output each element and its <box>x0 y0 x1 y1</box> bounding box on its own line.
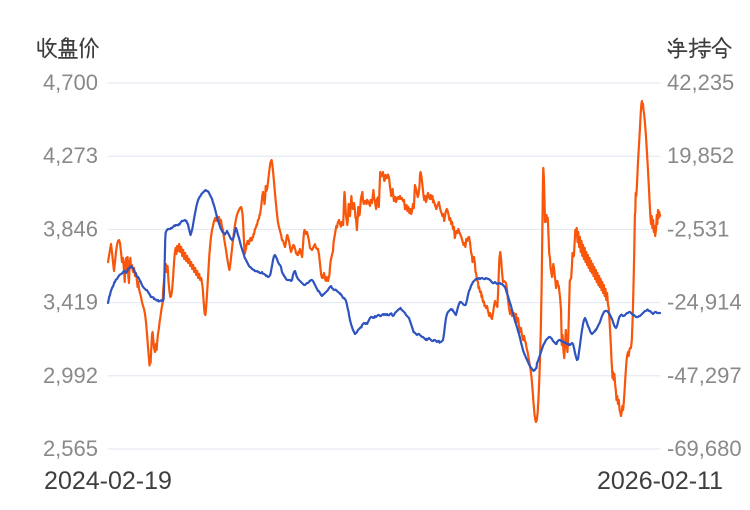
svg-text:-47,297: -47,297 <box>667 363 742 388</box>
svg-text:2,992: 2,992 <box>43 363 98 388</box>
svg-text:19,852: 19,852 <box>667 143 734 168</box>
svg-text:-69,680: -69,680 <box>667 436 742 461</box>
svg-text:2,565: 2,565 <box>43 436 98 461</box>
svg-text:2024-02-19: 2024-02-19 <box>44 467 172 495</box>
svg-text:3,419: 3,419 <box>43 290 98 315</box>
svg-text:4,273: 4,273 <box>43 143 98 168</box>
svg-text:3,846: 3,846 <box>43 216 98 241</box>
svg-text:42,235: 42,235 <box>667 70 734 95</box>
svg-text:2026-02-11: 2026-02-11 <box>597 467 723 495</box>
svg-text:4,700: 4,700 <box>43 70 98 95</box>
svg-text:-2,531: -2,531 <box>667 216 729 241</box>
svg-text:-24,914: -24,914 <box>667 290 742 315</box>
